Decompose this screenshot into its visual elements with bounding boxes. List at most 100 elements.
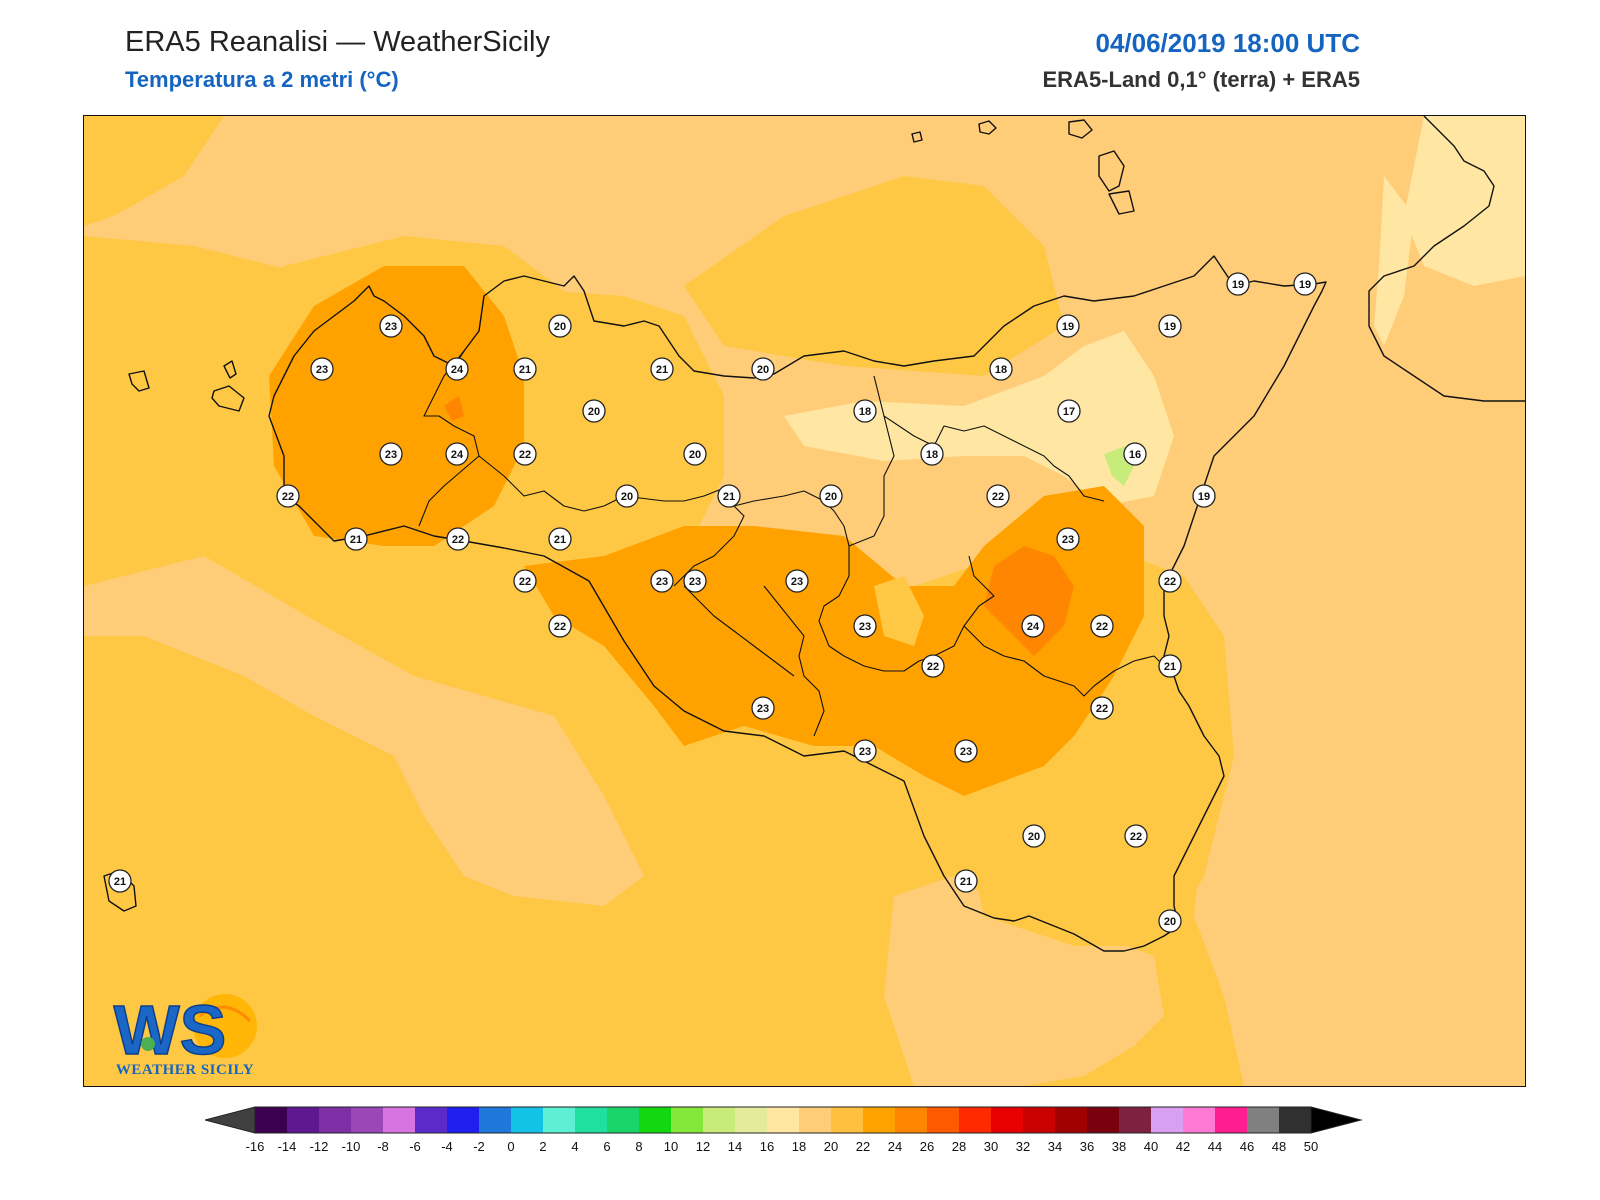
station-marker: 18 <box>920 442 944 466</box>
island-marettimo <box>223 360 237 379</box>
colorbar-swatch <box>255 1107 287 1133</box>
colorbar-tick-label: 48 <box>1272 1139 1286 1154</box>
station-value: 20 <box>757 364 769 376</box>
colorbar-swatch <box>863 1107 895 1133</box>
field-18-20-north <box>84 116 1525 1086</box>
station-circle <box>1057 399 1081 423</box>
island-lipari <box>1098 150 1125 192</box>
station-value: 22 <box>1164 576 1176 588</box>
station-marker: 19 <box>1226 272 1250 296</box>
colorbar-tick-label: 18 <box>792 1139 806 1154</box>
colorbar-swatch <box>319 1107 351 1133</box>
station-circle <box>1123 442 1147 466</box>
colorbar-over-arrow <box>1310 1106 1363 1134</box>
station-circle <box>650 569 674 593</box>
island-ustica <box>911 131 923 143</box>
station-circle <box>310 357 334 381</box>
station-value: 22 <box>1096 703 1108 715</box>
station-circle <box>1192 484 1216 508</box>
colorbar-tick-label: 4 <box>571 1139 578 1154</box>
station-marker: 22 <box>513 569 537 593</box>
island-levanzo <box>128 370 150 392</box>
station-circle <box>1090 696 1114 720</box>
station-value: 24 <box>451 364 464 376</box>
station-marker: 20 <box>548 314 572 338</box>
colorbar-swatch <box>511 1107 543 1133</box>
station-value: 20 <box>689 449 701 461</box>
station-circle <box>1293 272 1317 296</box>
station-value: 21 <box>350 534 362 546</box>
station-value: 20 <box>1028 831 1040 843</box>
station-value: 22 <box>554 621 566 633</box>
station-circle <box>751 696 775 720</box>
station-value: 23 <box>689 576 701 588</box>
station-marker: 18 <box>853 399 877 423</box>
field-22-24-south <box>524 486 1144 796</box>
colorbar-swatch <box>1183 1107 1215 1133</box>
colorbar-swatch <box>799 1107 831 1133</box>
field-24-26-east <box>984 546 1074 656</box>
island-alicudi <box>978 120 997 135</box>
island-vulcano <box>1108 190 1135 215</box>
station-value: 24 <box>451 449 464 461</box>
station-circle <box>853 614 877 638</box>
station-marker: 22 <box>276 484 300 508</box>
station-circle <box>379 442 403 466</box>
station-value: 24 <box>1027 621 1040 633</box>
colorbar-swatch <box>703 1107 735 1133</box>
field-22-24-west <box>269 266 524 546</box>
station-marker: 18 <box>989 357 1013 381</box>
colorbar-swatch <box>607 1107 639 1133</box>
station-marker: 16 <box>1123 442 1147 466</box>
station-circle <box>108 869 132 893</box>
station-circle <box>1022 824 1046 848</box>
station-marker: 21 <box>717 484 741 508</box>
colorbar-swatch <box>1087 1107 1119 1133</box>
station-value: 23 <box>385 449 397 461</box>
station-value: 23 <box>791 576 803 588</box>
colorbar-tick-label: 8 <box>635 1139 642 1154</box>
station-marker: 19 <box>1192 484 1216 508</box>
colorbar-tick-label: 32 <box>1016 1139 1030 1154</box>
colorbar-swatch <box>1247 1107 1279 1133</box>
colorbar-swatch <box>991 1107 1023 1133</box>
colorbar-tick-label: -12 <box>310 1139 329 1154</box>
station-circle <box>582 399 606 423</box>
colorbar-under-arrow <box>203 1106 256 1134</box>
station-marker: 21 <box>1158 654 1182 678</box>
colorbar-tick-label: 46 <box>1240 1139 1254 1154</box>
station-value: 23 <box>1062 534 1074 546</box>
colorbar-tick-label: 28 <box>952 1139 966 1154</box>
station-value: 23 <box>960 746 972 758</box>
station-marker: 21 <box>108 869 132 893</box>
station-marker: 21 <box>344 527 368 551</box>
station-marker: 19 <box>1056 314 1080 338</box>
colorbar-swatch <box>767 1107 799 1133</box>
field-16-18-northeast <box>1404 116 1525 286</box>
station-value: 23 <box>859 746 871 758</box>
station-value: 21 <box>1164 661 1176 673</box>
station-circle <box>853 399 877 423</box>
station-circle <box>1090 614 1114 638</box>
colorbar-tick-label: 16 <box>760 1139 774 1154</box>
station-circle <box>344 527 368 551</box>
station-circle <box>954 739 978 763</box>
station-value: 21 <box>656 364 668 376</box>
station-circle <box>276 484 300 508</box>
colorbar-tick-label: -8 <box>377 1139 389 1154</box>
station-circle <box>513 357 537 381</box>
colorbar-tick-label: 12 <box>696 1139 710 1154</box>
station-value: 18 <box>995 364 1007 376</box>
colorbar-tick-label: 42 <box>1176 1139 1190 1154</box>
station-value: 23 <box>385 321 397 333</box>
station-marker: 20 <box>751 357 775 381</box>
station-marker: 24 <box>1021 614 1045 638</box>
station-marker: 19 <box>1158 314 1182 338</box>
station-value: 20 <box>621 491 633 503</box>
colorbar-tick-label: -2 <box>473 1139 485 1154</box>
field-20-22-gap <box>874 576 924 646</box>
colorbar: -16 -14 -12 -10 -8 -6 -4 -2 0 2 4 6 8 10 12 14 16 18 20 22 2… <box>203 1105 1405 1165</box>
valid-datetime: 04/06/2019 18:00 UTC <box>1095 28 1360 58</box>
field-18-20-south <box>884 876 1164 1086</box>
station-value: 22 <box>519 576 531 588</box>
